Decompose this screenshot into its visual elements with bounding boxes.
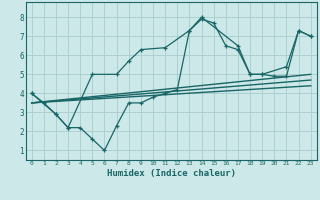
X-axis label: Humidex (Indice chaleur): Humidex (Indice chaleur) — [107, 169, 236, 178]
